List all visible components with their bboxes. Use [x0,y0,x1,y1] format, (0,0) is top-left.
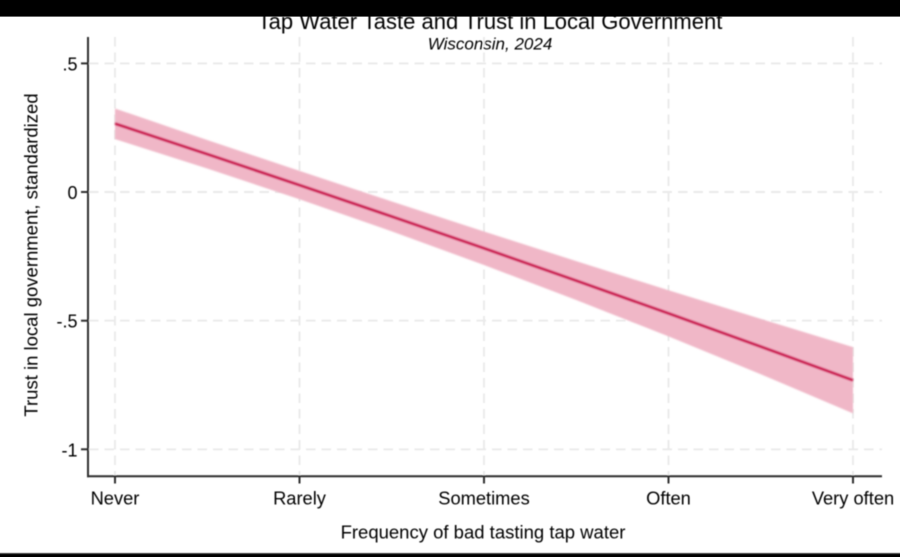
svg-text:0: 0 [67,183,77,203]
svg-text:Never: Never [91,488,140,509]
svg-text:Trust in local government, sta: Trust in local government, standardized [21,93,42,416]
svg-text:Very often: Very often [812,488,894,509]
svg-text:Rarely: Rarely [273,488,327,509]
svg-text:-.5: -.5 [56,312,77,332]
svg-text:Wisconsin, 2024: Wisconsin, 2024 [428,35,553,54]
svg-text:-1: -1 [61,440,77,460]
svg-text:Sometimes: Sometimes [438,488,529,509]
svg-text:Often: Often [646,488,691,509]
svg-text:Frequency of bad tasting tap w: Frequency of bad tasting tap water [341,521,626,542]
svg-text:.5: .5 [62,54,77,74]
